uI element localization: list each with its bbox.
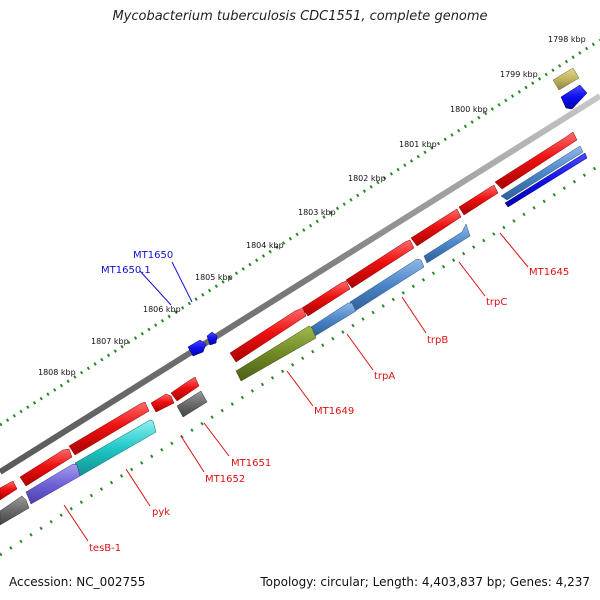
tick-label-1800: 1800 kbp — [450, 105, 488, 114]
gene-red-5 — [301, 280, 351, 317]
gene-red-7 — [170, 376, 200, 402]
gene-trpC — [423, 223, 471, 264]
leader-mt1645 — [499, 232, 529, 268]
leader-trpC — [458, 261, 486, 297]
leader-pyk — [125, 468, 151, 507]
accession-text: Accession: NC_002755 — [9, 575, 146, 589]
forward-genes — [0, 131, 578, 501]
label-mt1650-1: MT1650.1 — [101, 265, 151, 276]
gene-blue-1799 — [560, 84, 588, 110]
tick-label-1799: 1799 kbp — [500, 70, 538, 79]
gene-red-4 — [345, 239, 415, 289]
tick-label-1801: 1801 kbp — [399, 140, 437, 149]
gene-mt1650 — [187, 339, 207, 357]
tick-label-1807: 1807 kbp — [91, 337, 129, 346]
leader-mt1651 — [203, 422, 230, 457]
map-title: Mycobacterium tuberculosis CDC1551, comp… — [112, 9, 488, 24]
label-leaders — [63, 232, 529, 542]
label-mt1651: MT1651 — [231, 458, 271, 469]
gene-mt1651 — [176, 390, 208, 418]
leader-tesB1 — [63, 504, 89, 542]
label-trpB: trpB — [427, 335, 448, 346]
leader-trpA — [346, 333, 374, 371]
top-features — [552, 67, 588, 110]
gene-labels: MT1650 MT1650.1 MT1645 trpC trpB trpA MT… — [89, 250, 569, 554]
tick-label-1806: 1806 kbp — [143, 305, 181, 314]
gene-gray-left — [0, 495, 30, 526]
label-mt1649: MT1649 — [314, 406, 354, 417]
leader-mt1652 — [180, 435, 205, 473]
gene-mt1645 — [500, 145, 584, 201]
leader-trpB — [401, 296, 427, 334]
gene-tesB1 — [25, 463, 81, 505]
tick-label-1803: 1803 kbp — [298, 208, 336, 217]
leader-mt1649 — [286, 370, 314, 407]
genome-summary-text: Topology: circular; Length: 4,403,837 bp… — [260, 575, 590, 589]
label-pyk: pyk — [152, 507, 170, 518]
gene-red-9 — [68, 401, 150, 456]
gene-mt1650-1 — [206, 331, 218, 346]
leader-mt1650-1 — [139, 270, 172, 306]
tick-label-1798: 1798 kbp — [548, 35, 586, 44]
outer-tick-ring: 1798 kbp 1799 kbp 1800 kbp 1801 kbp 1802… — [0, 35, 600, 427]
gene-khaki-1799 — [552, 67, 580, 91]
label-tesB1: tesB-1 — [89, 543, 121, 554]
label-mt1652: MT1652 — [205, 474, 245, 485]
label-trpC: trpC — [486, 297, 507, 308]
gene-red-3 — [410, 208, 462, 247]
label-trpA: trpA — [374, 371, 395, 382]
leader-mt1650 — [171, 261, 193, 303]
reverse-genes — [0, 145, 588, 526]
gene-red-1 — [494, 131, 578, 190]
gene-mt1649 — [235, 325, 317, 382]
genome-backbone — [0, 93, 600, 475]
outer-dotted-ring — [0, 38, 600, 427]
gene-mt1645-inner — [504, 152, 588, 208]
tick-label-1804: 1804 kbp — [246, 241, 284, 250]
tick-label-1808: 1808 kbp — [38, 368, 76, 377]
tick-label-1802: 1802 kbp — [348, 174, 386, 183]
inner-tick-ring — [0, 163, 600, 557]
gene-red-2 — [458, 184, 499, 216]
label-mt1645: MT1645 — [529, 267, 569, 278]
inner-dotted-ring — [0, 163, 600, 557]
gene-red-11 — [0, 480, 18, 501]
gene-red-10 — [19, 448, 73, 487]
gene-red-8 — [150, 393, 175, 413]
label-mt1650: MT1650 — [133, 250, 173, 261]
backbone-group — [0, 93, 600, 475]
tick-label-1805: 1805 kbp — [195, 273, 233, 282]
gene-red-6 — [229, 307, 307, 363]
mt1650-features — [187, 331, 218, 357]
